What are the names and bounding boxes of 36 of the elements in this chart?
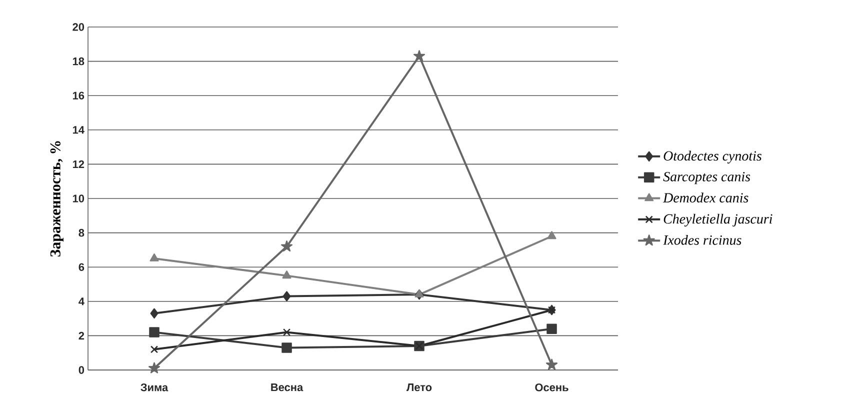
point <box>150 253 159 262</box>
y-tick-label: 0 <box>78 366 84 374</box>
point <box>413 50 426 62</box>
point <box>414 289 424 298</box>
y-tick-label: 4 <box>78 298 84 306</box>
point <box>148 362 160 374</box>
point <box>282 291 291 302</box>
point <box>282 270 292 279</box>
legend-label: Otodectes cynotis <box>664 150 762 164</box>
point <box>546 324 557 334</box>
y-tick-label: 10 <box>72 194 84 202</box>
y-tick-label: 2 <box>78 332 84 340</box>
y-tick-label: 20 <box>72 23 84 31</box>
point <box>282 328 291 336</box>
point <box>280 240 293 252</box>
legend-label: Ixodes ricinus <box>663 234 742 245</box>
y-axis-title: Зараженность, % <box>50 141 64 257</box>
x-tick-label: Лето <box>406 384 432 392</box>
x-tick-label: Осень <box>535 384 568 392</box>
point <box>150 308 158 319</box>
y-tick-label: 18 <box>72 57 84 66</box>
point <box>546 358 558 370</box>
y-tick-label: 14 <box>72 126 84 134</box>
y-tick-label: 12 <box>72 160 84 168</box>
point <box>150 346 158 354</box>
x-tick-label: Зима <box>140 384 168 392</box>
y-tick-label: 8 <box>78 228 84 237</box>
x-tick-label: Весна <box>271 384 304 392</box>
point <box>282 342 292 353</box>
legend-label: Demodex canis <box>662 192 748 203</box>
y-tick-label: 6 <box>78 263 84 271</box>
point <box>149 327 160 338</box>
y-tick-label: 16 <box>72 92 84 100</box>
legend-label: Cheyletiella jascuri <box>664 214 772 227</box>
point <box>547 231 556 240</box>
legend-label: Sarcoptes canis <box>663 172 750 184</box>
